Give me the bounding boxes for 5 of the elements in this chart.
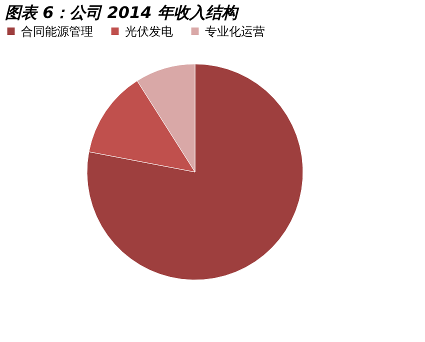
chart-title: 图表 6：公司 2014 年收入结构 bbox=[5, 3, 240, 22]
legend-label: 合同能源管理 bbox=[21, 24, 93, 38]
legend-label: 光伏发电 bbox=[125, 24, 173, 38]
legend-label: 专业化运营 bbox=[205, 24, 265, 38]
pie-slice bbox=[86, 64, 304, 280]
